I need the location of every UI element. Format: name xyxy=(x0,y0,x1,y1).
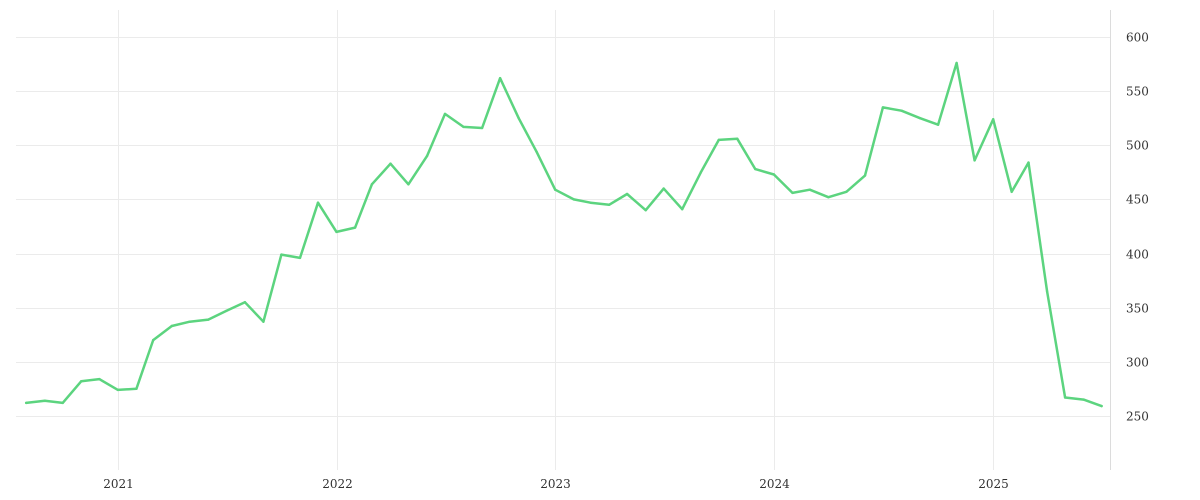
data-point xyxy=(225,309,228,313)
x-tick-label: 2023 xyxy=(540,477,571,491)
data-point xyxy=(535,150,538,153)
data-point xyxy=(152,338,155,342)
data-point xyxy=(1027,161,1030,164)
data-point xyxy=(262,320,265,323)
data-point xyxy=(1082,398,1085,401)
y-tick-label: 450 xyxy=(1126,193,1149,207)
y-tick-label: 550 xyxy=(1126,85,1149,99)
data-point xyxy=(736,137,739,140)
data-point xyxy=(644,209,647,212)
data-point xyxy=(772,173,776,176)
vertical-gridlines xyxy=(118,10,994,470)
data-point xyxy=(25,401,28,405)
x-tick-labels: 2021 2022 2023 2024 2025 xyxy=(103,477,1009,491)
data-point xyxy=(243,301,247,304)
data-point xyxy=(207,318,210,321)
x-tick-label: 2024 xyxy=(759,477,790,491)
y-tick-label: 500 xyxy=(1126,139,1149,153)
data-point xyxy=(1010,190,1013,193)
data-point xyxy=(170,324,173,328)
data-point xyxy=(699,171,702,174)
data-point xyxy=(973,159,976,162)
data-point xyxy=(572,198,575,201)
data-point xyxy=(425,154,429,158)
data-point xyxy=(955,61,958,65)
data-point xyxy=(607,203,611,206)
y-tick-labels: 250 300 350 400 450 500 550 600 xyxy=(1126,31,1149,424)
data-point xyxy=(992,118,995,121)
data-point xyxy=(900,109,903,112)
data-point xyxy=(188,320,191,323)
data-point xyxy=(589,201,592,204)
data-point xyxy=(918,117,922,120)
data-point xyxy=(1045,290,1049,293)
y-tick-label: 350 xyxy=(1126,302,1149,316)
series-layer xyxy=(24,61,1103,408)
y-tick-label: 400 xyxy=(1126,248,1149,262)
data-point xyxy=(791,191,794,195)
horizontal-gridlines xyxy=(16,37,1110,417)
series-line xyxy=(24,61,1103,408)
data-point xyxy=(881,106,885,109)
data-point xyxy=(61,401,64,405)
data-point xyxy=(681,208,684,211)
x-tick-label: 2025 xyxy=(978,477,1009,491)
data-point xyxy=(498,77,502,80)
data-point xyxy=(298,256,302,260)
data-point xyxy=(625,192,629,196)
data-point xyxy=(80,380,83,383)
y-tick-label: 600 xyxy=(1126,31,1149,45)
data-point xyxy=(116,388,120,392)
data-point xyxy=(863,174,867,177)
data-point xyxy=(1063,396,1067,399)
data-point xyxy=(335,230,338,234)
data-point xyxy=(43,399,46,402)
x-tick-label: 2022 xyxy=(322,477,353,491)
data-point xyxy=(443,112,447,116)
data-point xyxy=(936,123,940,126)
data-point xyxy=(407,183,410,186)
y-tick-label: 250 xyxy=(1126,410,1149,424)
data-point xyxy=(845,190,848,193)
data-point xyxy=(316,201,320,204)
data-point xyxy=(517,117,520,120)
data-point xyxy=(135,387,138,390)
data-point xyxy=(754,167,757,171)
x-tick-label: 2021 xyxy=(103,477,134,491)
data-point xyxy=(662,187,665,190)
data-point xyxy=(554,188,557,191)
data-point xyxy=(827,196,830,199)
data-point xyxy=(480,126,484,130)
data-point xyxy=(98,377,101,381)
data-point xyxy=(280,253,283,256)
data-point xyxy=(462,125,465,129)
data-point xyxy=(717,138,720,142)
data-point xyxy=(389,162,392,165)
data-point xyxy=(353,226,357,229)
y-tick-label: 300 xyxy=(1126,356,1149,370)
data-point xyxy=(370,183,374,186)
data-point xyxy=(1100,404,1103,408)
data-point xyxy=(808,188,811,191)
